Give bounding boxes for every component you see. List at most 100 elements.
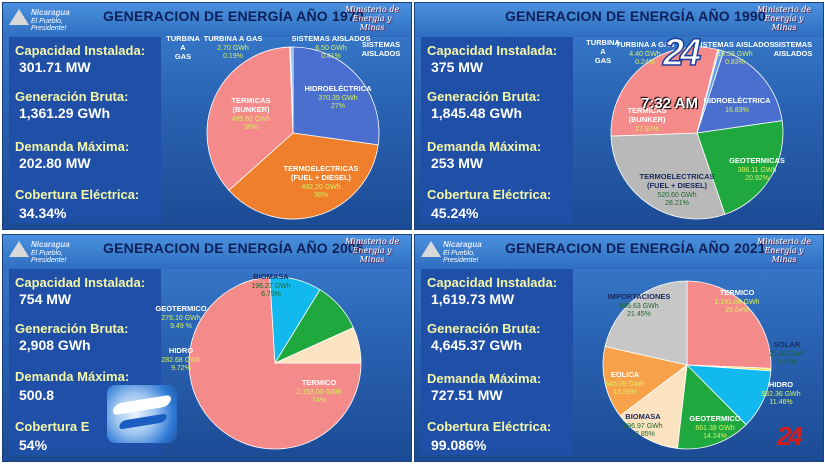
panel-title: GENERACION DE ENERGÍA AÑO 2006 xyxy=(103,240,364,256)
government-logo: Nicaragua El Pueblo, Presidente! xyxy=(9,239,83,264)
gross-generation-label: Generación Bruta: xyxy=(427,89,541,104)
electric-coverage-value: 99.086% xyxy=(431,437,487,453)
channel-24-logo: 24 xyxy=(662,32,702,74)
pie-slice-sistemas-aislados xyxy=(696,49,725,134)
slice-gwh-termico: 2,153.00 GWh xyxy=(296,389,341,396)
panel-title: GENERACION DE ENERGÍA AÑO 1990 xyxy=(505,8,766,24)
installed-capacity-label: Capacidad Instalada: xyxy=(15,43,146,58)
slice-label-biomasa: BIOMASA xyxy=(625,412,661,421)
max-demand-value: 202.80 MW xyxy=(19,155,91,171)
ministry-logo: Ministerio de Energía y Minas xyxy=(344,237,400,264)
slice-label-geotermico: GEOTERMICO xyxy=(155,304,206,313)
slice-pct-solar: 0.48% xyxy=(777,359,797,366)
gross-generation-label: Generación Bruta: xyxy=(427,321,541,336)
side-label-aislados: AISLADOS xyxy=(362,49,401,58)
slice-pct-termico: 25.64% xyxy=(725,307,749,314)
title-band xyxy=(3,235,411,269)
side-label-gas: GAS xyxy=(175,52,191,61)
slice-pct-geotermico: 14.24% xyxy=(703,433,727,440)
installed-capacity-label: Capacidad Instalada: xyxy=(427,275,558,290)
pie-slice-sistemas-aislados xyxy=(290,46,294,134)
gross-generation-value: 1,361.29 GWh xyxy=(19,105,111,121)
time-overlay: 7:32 AM xyxy=(641,95,698,112)
slice-gwh-geotermicas: 386.11 GWh xyxy=(738,167,777,174)
ministry-logo: Ministerio de Energía y Minas xyxy=(344,5,400,32)
slice-pct-termico: 74% xyxy=(312,397,326,404)
panel-1990: GENERACION DE ENERGÍA AÑO 1990 Ministeri… xyxy=(414,2,824,230)
slice-gwh-hidroeléctrica: 370.39 GWh xyxy=(318,95,357,102)
slice-pct-turbina-a-gas: 0.24% xyxy=(635,59,655,66)
slice-gwh-sistemas-aislados: 6.50 GWh xyxy=(315,45,347,52)
slice-gwh-biomasa: 596.97 GWh xyxy=(623,423,662,430)
installed-capacity-value: 754 MW xyxy=(19,291,72,307)
stats-box: Capacidad Instalada: 1,619.73 MW Generac… xyxy=(421,269,573,455)
pie-chart-1990: TURBINA A GAS SISTEMAS AISLADOS HIDROELÉ… xyxy=(586,38,813,220)
slice-label-termico: TERMICO xyxy=(720,288,755,297)
pie-slice-biomasa xyxy=(274,327,362,364)
max-demand-label: Demanda Máxima: xyxy=(427,371,542,386)
max-demand-value: 253 MW xyxy=(431,155,484,171)
slice-label-hidro: HIDRO xyxy=(169,346,193,355)
slice-label-termicas-bunker: TERMICAS xyxy=(627,106,666,115)
channel-24-logo: 24 xyxy=(777,421,803,451)
panel-title: GENERACION DE ENERGÍA AÑO 1979 xyxy=(103,8,364,24)
slice-label-turbina-a-gas: TURBINA A GAS xyxy=(616,40,675,49)
pie-slice-biomasa xyxy=(619,364,688,449)
installed-capacity-value: 375 MW xyxy=(431,59,484,75)
side-label-a: A xyxy=(600,47,606,56)
slice-pct-geotermico: 9.49 % xyxy=(170,323,192,330)
slice-label-importaciones: IMPORTACIONES xyxy=(608,292,671,301)
slice-label-biomasa: BIOMASA xyxy=(253,272,289,281)
panel-1979: Nicaragua El Pueblo, Presidente! GENERAC… xyxy=(2,2,412,230)
side-label-gas: GAS xyxy=(595,56,611,65)
installed-capacity-value: 1,619.73 MW xyxy=(431,291,515,307)
gross-generation-label: Generación Bruta: xyxy=(15,321,129,336)
slice-pct-termoelectricas-fuel-diesel: 28.21% xyxy=(665,200,689,207)
electric-coverage-label: Cobertura Eléctrica: xyxy=(427,419,552,434)
pie-slice-geotermicas xyxy=(696,120,784,215)
slice-label-geotermico: GEOTERMICO xyxy=(689,414,740,423)
slice-label-hidro: HIDRO xyxy=(769,380,793,389)
slice-pct-sistemas-aislados: 0.41% xyxy=(321,53,341,60)
max-demand-label: Demanda Máxima: xyxy=(427,139,542,154)
pie-slice-importaciones xyxy=(604,280,688,366)
slice-pct-termicas-bunker: 27.97% xyxy=(635,126,659,133)
slice-gwh-termico: 1,191.06 GWh xyxy=(714,299,759,306)
pie-slice-hidroeléctrica xyxy=(696,50,783,134)
pie-slice-hidroeléctrica xyxy=(292,46,380,146)
gross-generation-value: 2,908 GWh xyxy=(19,337,91,353)
slice-gwh-biomasa: 196.27 GWh xyxy=(251,283,290,290)
slice-label-solar: SOLAR xyxy=(774,340,801,349)
panel-2006: Nicaragua El Pueblo, Presidente! GENERAC… xyxy=(2,234,412,462)
installed-capacity-value: 301.71 MW xyxy=(19,59,91,75)
slice-label-hidroeléctrica: HIDROELÉCTRICA xyxy=(304,84,372,93)
slice-label-sistemas-aislados: SISTEMAS AISLADOS xyxy=(696,40,775,49)
side-label-sistemas: SISTEMAS xyxy=(362,40,400,49)
slice-pct-termoelectricas-fuel-diesel: 36% xyxy=(314,192,328,199)
slice-label-termoelectricas-fuel-diesel: (FUEL + DIESEL) xyxy=(647,181,708,190)
slice-label-hidroeléctrica: HIDROELÉCTRICA xyxy=(703,96,771,105)
side-label-turbina: TURBINA xyxy=(166,34,200,43)
slice-label-eolica: EOLICA xyxy=(611,370,640,379)
electric-coverage-label: Cobertura Eléctrica: xyxy=(15,187,140,202)
side-label-aislados: AISLADOS xyxy=(774,49,813,58)
pie-slice-termicas-bunker xyxy=(610,46,719,137)
slice-gwh-eolica: 645.09 GWh xyxy=(605,381,644,388)
pie-slice-termoelectricas-fuel-diesel xyxy=(228,132,379,220)
ministry-logo: Ministerio de Energía y Minas xyxy=(756,5,812,32)
max-demand-label: Demanda Máxima: xyxy=(15,369,130,384)
pie-slice-termicas-bunker xyxy=(206,46,294,191)
ministry-logo: Ministerio de Energía y Minas xyxy=(756,237,812,264)
gross-generation-value: 4,645.37 GWh xyxy=(431,337,523,353)
slice-label-termicas-bunker: (BUNKER) xyxy=(628,115,666,124)
tv-channel-swirl-logo xyxy=(107,385,177,443)
max-demand-label: Demanda Máxima: xyxy=(15,139,130,154)
slice-gwh-hidro: 282.68 GWh xyxy=(161,357,200,364)
slice-pct-hidroeléctrica: 16.83% xyxy=(725,107,749,114)
slice-gwh-termoelectricas-fuel-diesel: 520.60 GWh xyxy=(657,192,696,199)
electric-coverage-value: 45.24% xyxy=(431,205,479,221)
electric-coverage-label: Cobertura Eléctrica: xyxy=(427,187,552,202)
slice-pct-biomasa: 12.85% xyxy=(631,431,655,438)
title-band xyxy=(415,235,823,269)
